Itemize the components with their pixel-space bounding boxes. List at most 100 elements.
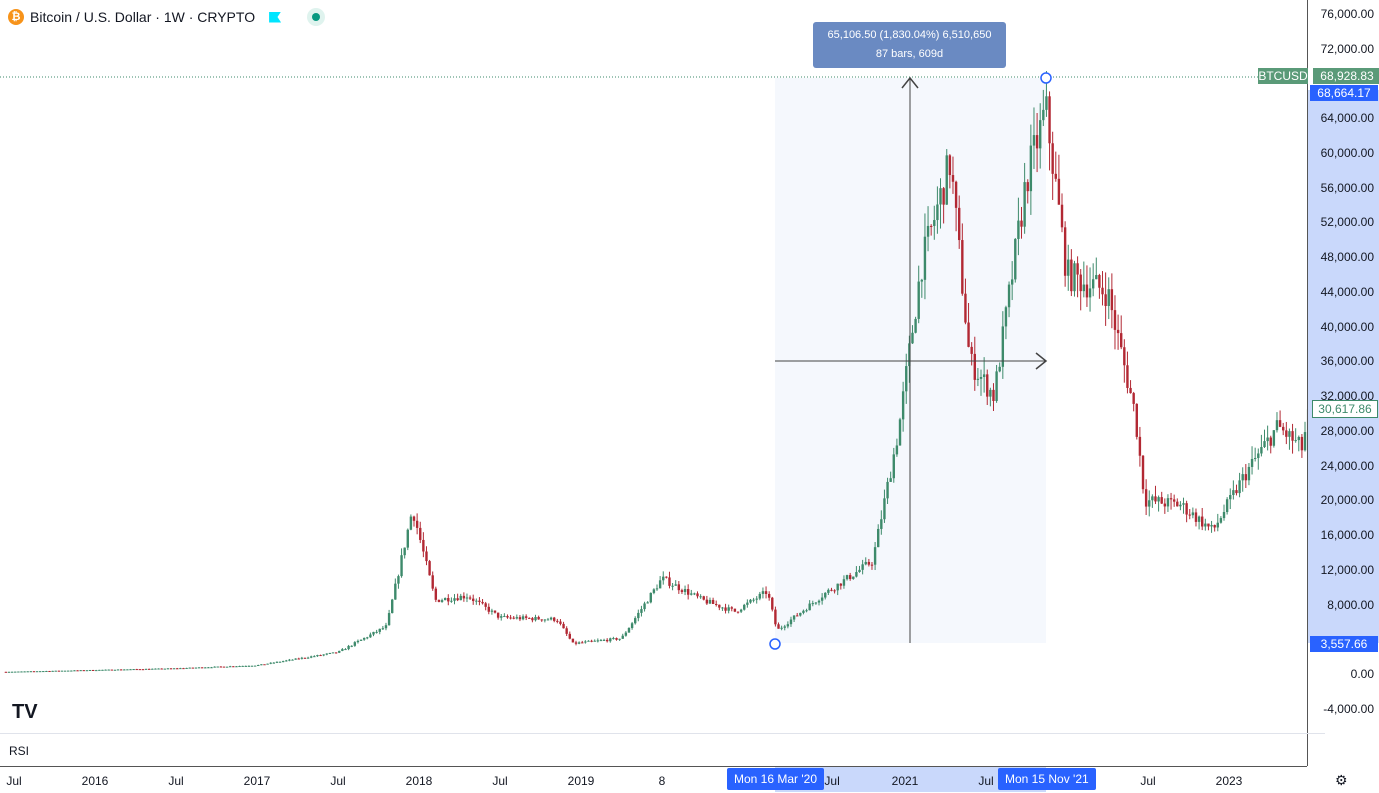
- candle: [874, 547, 876, 565]
- candle: [98, 670, 100, 671]
- candle: [942, 188, 944, 204]
- high-price-label: 68,928.83: [1313, 68, 1379, 84]
- candle: [204, 667, 206, 668]
- candle: [1179, 505, 1181, 507]
- candle: [276, 662, 278, 663]
- candle: [787, 624, 789, 626]
- measure-end-handle[interactable]: [1041, 73, 1051, 83]
- candle: [363, 638, 365, 640]
- candle: [675, 584, 677, 585]
- candle: [921, 280, 923, 282]
- candle: [519, 617, 521, 619]
- price-chart[interactable]: TV: [0, 0, 1307, 733]
- candle: [145, 669, 147, 670]
- candle: [612, 638, 614, 639]
- candle: [1080, 275, 1082, 292]
- candle: [855, 572, 857, 577]
- candle: [497, 613, 499, 618]
- candle: [946, 155, 948, 204]
- candle: [1279, 420, 1281, 427]
- candle: [1170, 498, 1172, 499]
- candle: [964, 294, 966, 323]
- candle: [260, 664, 262, 665]
- candle: [1151, 496, 1153, 500]
- candle: [223, 667, 225, 668]
- candle: [541, 619, 543, 620]
- candle: [173, 668, 175, 669]
- last-price-label: 30,617.86: [1312, 400, 1378, 418]
- candle: [765, 591, 767, 594]
- candle: [157, 669, 159, 670]
- candle: [8, 672, 10, 673]
- candle: [970, 347, 972, 354]
- candle: [403, 548, 405, 556]
- price-tick: 24,000.00: [1321, 459, 1374, 473]
- settings-gear-icon[interactable]: ⚙: [1335, 772, 1348, 789]
- candle: [410, 517, 412, 530]
- candle: [693, 593, 695, 594]
- tradingview-logo: TV: [12, 701, 38, 723]
- candle: [534, 617, 536, 620]
- candle: [509, 618, 511, 619]
- candle: [581, 642, 583, 643]
- candle: [678, 584, 680, 590]
- candle: [924, 237, 926, 280]
- candle: [1030, 146, 1032, 192]
- candle: [391, 600, 393, 613]
- candle: [531, 618, 533, 620]
- candle: [727, 607, 729, 610]
- candle: [338, 651, 340, 653]
- candle: [896, 445, 898, 454]
- candle: [597, 640, 599, 641]
- candle: [861, 564, 863, 570]
- rsi-pane[interactable]: RSI: [0, 733, 1325, 768]
- candle: [899, 419, 901, 445]
- candle: [877, 529, 879, 547]
- candle: [615, 638, 617, 640]
- candle: [76, 670, 78, 671]
- candle: [491, 611, 493, 612]
- candle: [1229, 495, 1231, 499]
- candle: [164, 669, 166, 670]
- candle: [1027, 182, 1029, 191]
- candle: [494, 611, 496, 613]
- measure-start-handle[interactable]: [770, 639, 780, 649]
- candle: [522, 616, 524, 619]
- candle: [665, 577, 667, 578]
- candle: [1042, 110, 1044, 120]
- time-tick: Jul: [824, 774, 839, 788]
- candle: [808, 604, 810, 611]
- candle: [1086, 285, 1088, 298]
- candle: [824, 593, 826, 598]
- candle: [1154, 496, 1156, 501]
- candle: [316, 655, 318, 656]
- measure-high-label: 68,664.17: [1310, 85, 1378, 101]
- candle: [553, 618, 555, 621]
- candle: [955, 182, 957, 208]
- candle: [1126, 365, 1128, 388]
- candle: [1270, 438, 1272, 446]
- candle: [472, 599, 474, 601]
- candle: [288, 660, 290, 661]
- candle: [229, 666, 231, 667]
- candle: [1204, 524, 1206, 527]
- candle: [961, 240, 963, 294]
- candle: [880, 519, 882, 529]
- candle: [631, 623, 633, 628]
- candle: [329, 653, 331, 654]
- candle: [1291, 431, 1293, 441]
- candle: [939, 188, 941, 204]
- candle: [1298, 437, 1300, 440]
- price-tick: 40,000.00: [1321, 320, 1374, 334]
- candle: [936, 204, 938, 220]
- candle: [684, 589, 686, 592]
- measure-low-label: 3,557.66: [1310, 636, 1378, 652]
- candle: [893, 454, 895, 478]
- candle: [192, 668, 194, 669]
- candle: [737, 612, 739, 613]
- price-tick: 28,000.00: [1321, 424, 1374, 438]
- candle: [503, 616, 505, 617]
- time-tick: Jul: [168, 774, 183, 788]
- candle: [696, 593, 698, 596]
